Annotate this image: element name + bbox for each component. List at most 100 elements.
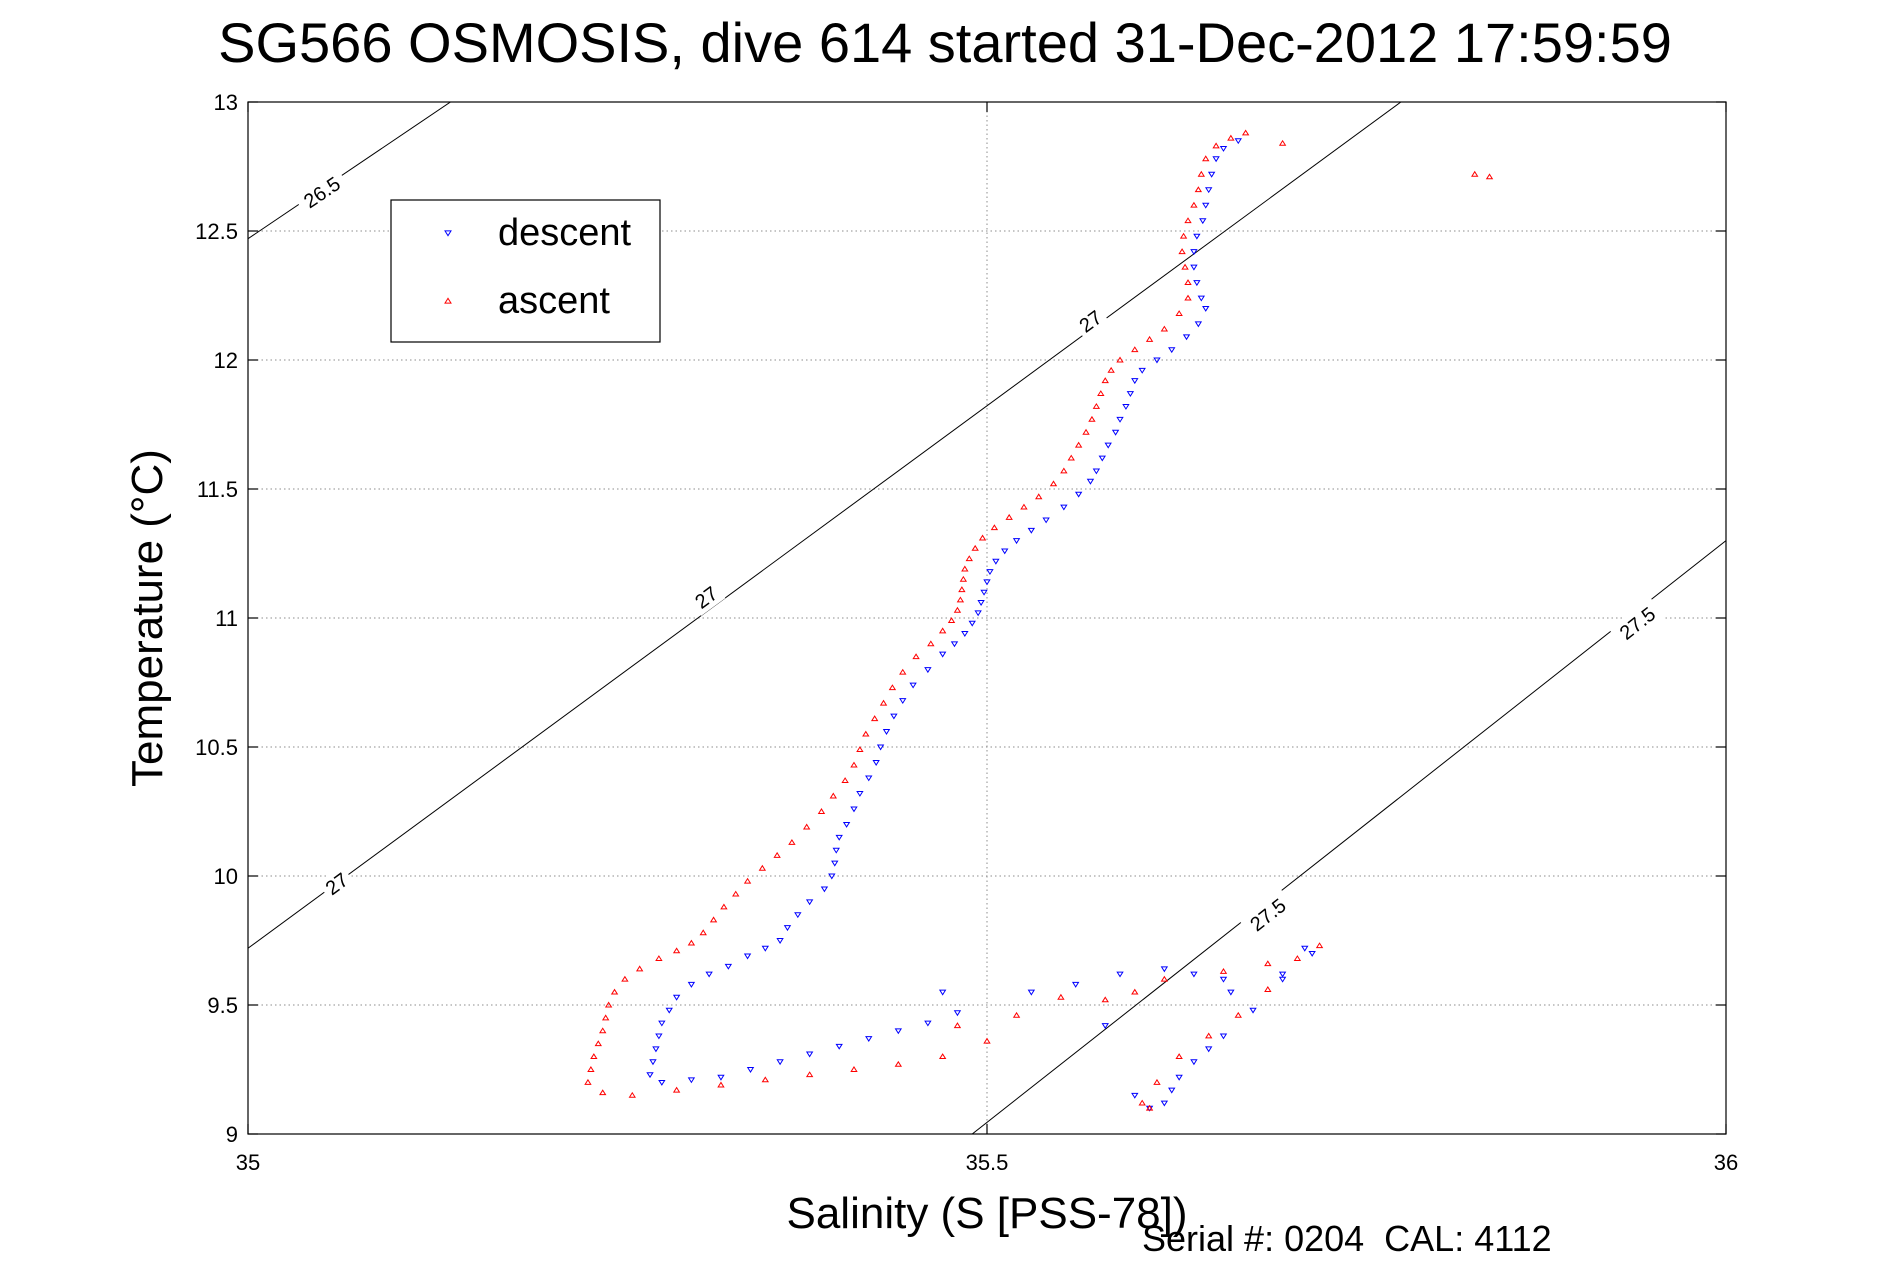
x-axis-label: Salinity (S [PSS-78]) (786, 1189, 1187, 1238)
ascent-point (709, 916, 718, 923)
descent-point (1193, 280, 1201, 287)
descent-point (832, 847, 840, 854)
x-tick-label: 35 (236, 1150, 260, 1175)
ascent-point (773, 851, 781, 858)
descent-point (1193, 233, 1201, 240)
ascent-point (1092, 402, 1101, 409)
ascent-point (655, 955, 663, 962)
ascent-point (1184, 294, 1192, 301)
descent-point (1001, 548, 1009, 555)
contour-label-background (686, 578, 726, 616)
ascent-point (879, 699, 888, 706)
descent-point (1042, 517, 1050, 524)
descent-point (1202, 202, 1210, 209)
y-tick-label: 12.5 (195, 219, 238, 244)
descent-point (820, 886, 829, 893)
ascent-point (621, 975, 629, 982)
axis-ticks: 35 35.5 36 9 9.5 10 10.5 11 11.5 12 12.5 13 (195, 90, 1738, 1175)
ascent-point (1181, 263, 1189, 270)
descent-point (1175, 1074, 1183, 1081)
ascent-point (594, 1040, 602, 1047)
x-tick-label: 36 (1714, 1150, 1738, 1175)
ascent-point (758, 864, 767, 871)
ascent-point (699, 929, 707, 936)
descent-point (1219, 1033, 1228, 1040)
legend-marker-ascent (444, 297, 452, 304)
descent-point (1219, 976, 1228, 983)
ascent-point (888, 684, 897, 691)
descent-point (1153, 357, 1161, 364)
grid-lines (248, 102, 1726, 1134)
contour-label-background (1609, 597, 1666, 649)
ascent-point (856, 746, 864, 753)
descent-point (655, 1033, 663, 1040)
y-tick-label: 10 (214, 864, 238, 889)
descent-point (924, 1020, 932, 1027)
ascent-point (870, 715, 879, 722)
descent-point (1197, 295, 1206, 302)
descent-point (882, 729, 891, 735)
descent-point (646, 1072, 654, 1079)
ascent-point (1234, 1011, 1242, 1018)
ascent-point (850, 761, 858, 768)
legend: descent ascent (390, 199, 661, 343)
descent-point (1278, 976, 1287, 983)
descent-point (1202, 305, 1210, 312)
ascent-point (788, 838, 796, 845)
descent-point (977, 600, 985, 606)
ascent-point (959, 575, 968, 582)
descent-point (909, 682, 917, 689)
descent-point (805, 899, 814, 906)
density-contours (248, 102, 1726, 1134)
ascent-point (601, 1014, 610, 1021)
ascent-point (805, 1071, 814, 1078)
descent-point (961, 631, 969, 637)
ascent-point (938, 627, 947, 634)
chart-title: SG566 OSMOSIS, dive 614 started 31-Dec-2… (218, 11, 1672, 74)
density-contour-line (248, 102, 1402, 949)
ascent-point (599, 1089, 607, 1096)
y-tick-label: 11.5 (197, 477, 238, 502)
descent-point (687, 981, 696, 988)
ascent-point (850, 1066, 858, 1072)
x-tick-label: 35.5 (966, 1150, 1009, 1175)
ascent-point (1116, 356, 1124, 363)
ascent-point (1145, 335, 1154, 342)
descent-point (1074, 491, 1083, 498)
descent-point (865, 775, 873, 782)
ascent-point (1160, 975, 1169, 982)
descent-point (805, 1051, 814, 1058)
ascent-point (983, 1037, 991, 1044)
y-tick-label: 9.5 (207, 993, 238, 1018)
legend-label-descent: descent (498, 212, 632, 254)
descent-point (1122, 403, 1130, 410)
ascent-point (1241, 129, 1250, 136)
ascent-point (965, 555, 973, 562)
descent-point (649, 1059, 657, 1066)
ascent-point (1315, 942, 1324, 949)
descent-point (658, 1079, 666, 1086)
descent-point (842, 821, 851, 828)
serial-cal-text: Serial #: 0204 CAL: 4112 (1142, 1218, 1552, 1259)
ascent-point (1101, 377, 1109, 384)
descent-point (890, 713, 898, 720)
ascent-point (1067, 454, 1075, 461)
descent-point (1227, 989, 1235, 996)
ascent-point (628, 1091, 636, 1098)
ascent-point (587, 1066, 595, 1072)
density-contour-line (248, 102, 451, 240)
ascent-point (635, 965, 644, 972)
ascent-point (584, 1078, 592, 1085)
ascent-point (912, 653, 920, 660)
ascent-point (1153, 1078, 1161, 1085)
descent-point (894, 1028, 903, 1035)
descent-point (1012, 538, 1021, 545)
ascent-point (761, 1076, 770, 1083)
ascent-point (899, 668, 907, 675)
descent-point (828, 873, 836, 880)
descent-point (783, 925, 792, 932)
ascent-point (1184, 279, 1192, 286)
ascent-point (1194, 186, 1203, 193)
y-tick-label: 12 (214, 348, 238, 373)
